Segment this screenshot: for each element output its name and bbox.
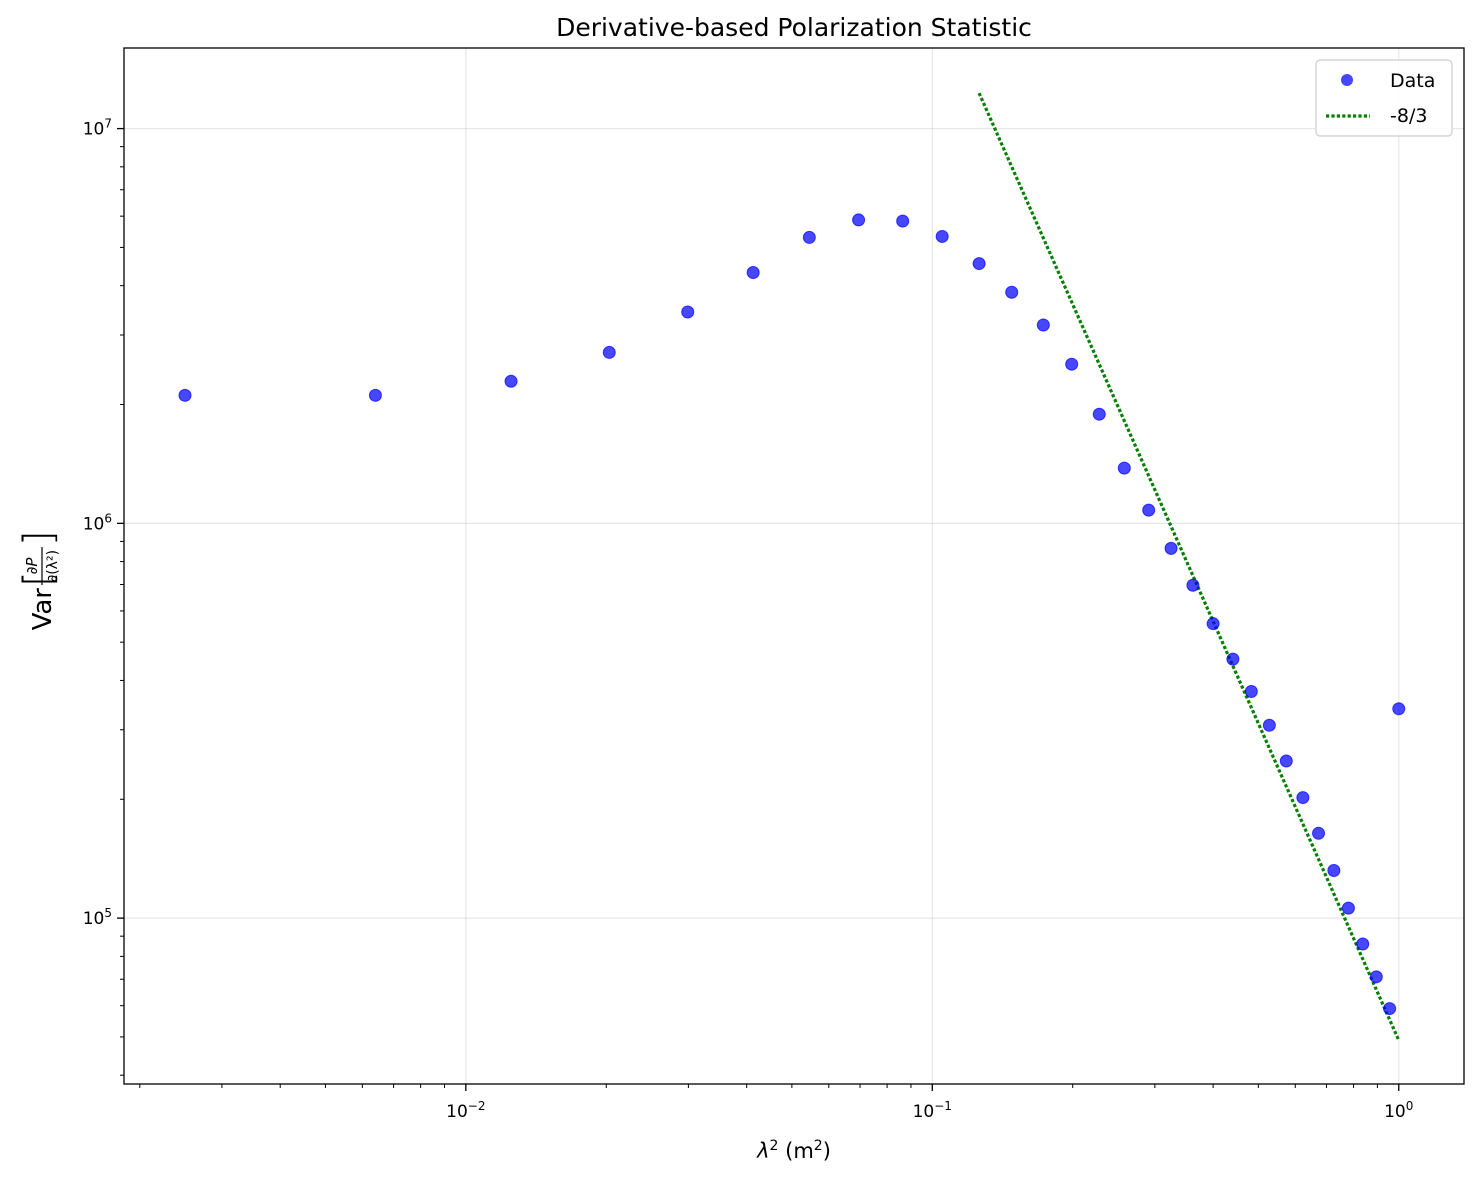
data-point xyxy=(1327,864,1341,878)
x-axis-label-unit-close: ) xyxy=(823,1139,831,1163)
data-point xyxy=(1369,970,1383,984)
y-axis-label: Var [ ∂P ∂(λ²) ] xyxy=(16,530,62,630)
x-axis-label-unit-sup: 2 xyxy=(814,1138,823,1154)
data-point xyxy=(1262,718,1276,732)
data-point xyxy=(1226,652,1240,666)
y-tick-label: 107 xyxy=(83,117,112,140)
data-point xyxy=(1142,503,1156,517)
legend-marker-data xyxy=(1341,74,1353,86)
data-point xyxy=(681,305,695,319)
data-point xyxy=(504,374,518,388)
data-point xyxy=(852,213,866,227)
y-tick-label-base: 10 xyxy=(83,514,105,534)
data-point xyxy=(1117,461,1131,475)
data-point xyxy=(1164,541,1178,555)
y-tick-label-base: 10 xyxy=(83,120,105,140)
legend: Data -8/3 xyxy=(1315,59,1453,137)
data-point xyxy=(802,230,816,244)
x-tick-label: 10−1 xyxy=(913,1099,952,1122)
data-point xyxy=(1392,702,1406,716)
y-tick-label: 106 xyxy=(83,511,112,534)
x-tick-label-exp: −1 xyxy=(934,1099,952,1113)
x-tick-label-exp: −2 xyxy=(468,1099,486,1113)
data-point xyxy=(1383,1002,1397,1016)
y-axis-label-close-bracket: ] xyxy=(16,530,62,546)
data-point xyxy=(602,345,616,359)
y-axis-label-denominator: ∂(λ²) xyxy=(45,550,61,582)
x-tick-label: 100 xyxy=(1384,1099,1413,1122)
legend-label-slope: -8/3 xyxy=(1390,105,1427,127)
axes-frame xyxy=(123,47,1465,1085)
x-axis-label-base: λ xyxy=(756,1139,769,1163)
data-point xyxy=(368,388,382,402)
data-point xyxy=(1244,685,1258,699)
x-tick-label: 10−2 xyxy=(446,1099,485,1122)
plot-area xyxy=(124,48,1464,1084)
y-tick-label-exp: 7 xyxy=(104,117,112,131)
x-tick-label-base: 10 xyxy=(913,1102,935,1122)
chart-title: Derivative-based Polarization Statistic xyxy=(556,13,1032,42)
x-tick-label-base: 10 xyxy=(1384,1102,1406,1122)
y-axis-label-prefix: Var xyxy=(28,588,58,631)
data-point xyxy=(1312,826,1326,840)
data-point xyxy=(1206,617,1220,631)
series-markers-group xyxy=(178,213,1406,1016)
y-axis-label-numerator: ∂P xyxy=(23,557,41,575)
x-axis-label: λ2 (m2) xyxy=(756,1138,831,1163)
data-point xyxy=(972,257,986,271)
x-tick-label-base: 10 xyxy=(446,1102,468,1122)
data-point xyxy=(1065,357,1079,371)
data-point xyxy=(178,388,192,402)
y-tick-label-base: 10 xyxy=(83,909,105,929)
x-axis-label-unit-open: (m xyxy=(778,1139,813,1163)
data-point xyxy=(896,214,910,228)
data-point xyxy=(935,229,949,243)
data-point xyxy=(1356,937,1370,951)
x-axis-label-sup: 2 xyxy=(770,1138,779,1154)
data-point xyxy=(1279,754,1293,768)
data-point xyxy=(1036,318,1050,332)
x-tick-label-exp: 0 xyxy=(1406,1099,1414,1113)
data-point xyxy=(1092,407,1106,421)
data-point xyxy=(1005,285,1019,299)
x-axis-ticks: 10−2 10−1 100 xyxy=(139,1084,1413,1122)
y-tick-label-exp: 6 xyxy=(104,511,112,525)
data-point xyxy=(1186,578,1200,592)
y-axis-label-open-bracket: [ xyxy=(16,571,62,587)
data-point xyxy=(1296,791,1310,805)
grid xyxy=(124,48,1464,1084)
legend-label-data: Data xyxy=(1390,70,1435,92)
data-point xyxy=(746,265,760,279)
data-point xyxy=(1341,901,1355,915)
y-tick-label-exp: 5 xyxy=(104,906,112,920)
y-tick-label: 105 xyxy=(83,906,112,929)
